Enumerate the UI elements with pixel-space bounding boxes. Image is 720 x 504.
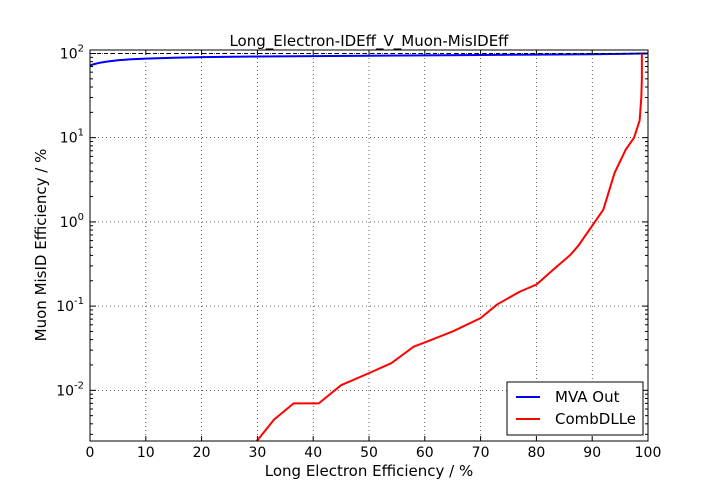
x-tick-label: 20 [193, 445, 211, 461]
y-tick-label: 100 [60, 212, 84, 231]
legend-box [506, 381, 644, 436]
x-tick-label: 0 [86, 445, 95, 461]
x-tick-label: 70 [472, 445, 490, 461]
x-tick-label: 100 [635, 445, 662, 461]
y-tick-exponent: -1 [74, 296, 84, 307]
series-line-combdlle [256, 53, 643, 441]
y-tick-base: 10 [56, 299, 74, 315]
y-tick-label: 10-1 [56, 296, 84, 315]
x-tick-label: 50 [360, 445, 378, 461]
x-tick-label: 80 [527, 445, 545, 461]
legend-label-mva-out: MVA Out [555, 388, 620, 406]
chart-title: Long_Electron-IDEff_V_Muon-MisIDEff [229, 32, 509, 51]
y-tick-exponent: -2 [74, 380, 84, 391]
x-tick-label: 60 [416, 445, 434, 461]
y-tick-exponent: 1 [78, 128, 84, 139]
x-tick-label: 40 [304, 445, 322, 461]
y-tick-base: 10 [60, 46, 78, 62]
legend: MVA Out CombDLLe [506, 381, 644, 436]
x-axis-label: Long Electron Efficiency / % [265, 462, 473, 480]
y-tick-label: 10-2 [56, 380, 84, 399]
y-tick-base: 10 [56, 383, 74, 399]
y-tick-exponent: 2 [78, 43, 84, 54]
y-tick-label: 101 [60, 128, 84, 147]
y-tick-base: 10 [60, 215, 78, 231]
x-tick-label: 90 [583, 445, 601, 461]
y-tick-exponent: 0 [78, 212, 84, 223]
legend-label-combdlle: CombDLLe [555, 410, 636, 428]
y-axis-label: Muon MisID Efficiency / % [32, 149, 50, 342]
y-tick-base: 10 [60, 131, 78, 147]
x-tick-label: 10 [137, 445, 155, 461]
y-tick-label: 102 [60, 43, 84, 62]
x-tick-label: 30 [248, 445, 266, 461]
